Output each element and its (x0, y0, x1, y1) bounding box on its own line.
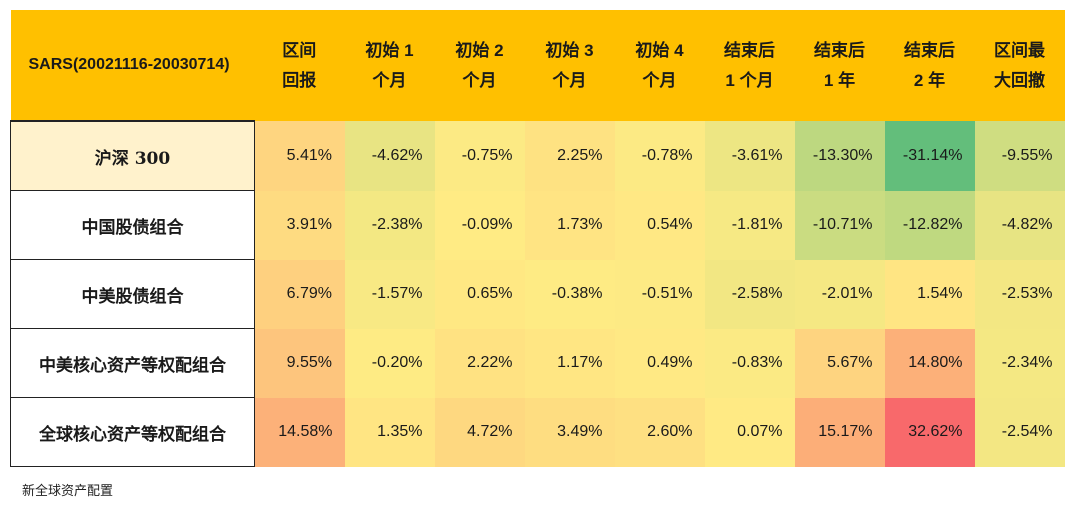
heatmap-cell: -13.30% (794, 121, 885, 191)
row-label: 中美核心资产等权配组合 (10, 328, 255, 398)
heatmap-cell: 0.65% (434, 259, 525, 329)
column-header-line: 结束后 (814, 40, 865, 60)
heatmap-cell: 14.80% (884, 328, 975, 398)
column-header-line: 结束后 (724, 40, 775, 60)
heatmap-cell: -2.54% (974, 397, 1065, 467)
heatmap-cell: 4.72% (434, 397, 525, 467)
heatmap-cell: 0.07% (704, 397, 795, 467)
heatmap-cell: -1.81% (704, 190, 795, 260)
heatmap-cell: 15.17% (794, 397, 885, 467)
heatmap-cell: -9.55% (974, 121, 1065, 191)
column-header-line: 初始 4 (635, 40, 684, 60)
heatmap-cell: -0.83% (704, 328, 795, 398)
heatmap-cell: 1.54% (884, 259, 975, 329)
heatmap-cell: 3.49% (524, 397, 615, 467)
column-header-line: 1 年 (823, 70, 856, 90)
column-header-line: 1 个月 (725, 70, 774, 90)
column-header-line: 个月 (462, 70, 497, 90)
column-header-line: 个月 (552, 70, 587, 90)
heatmap-cell: -2.53% (974, 259, 1065, 329)
heatmap-cell: 1.73% (524, 190, 615, 260)
column-header-line: 初始 1 (365, 40, 414, 60)
heatmap-body: 沪深 300 5.41% -4.62% -0.75% 2.25% -0.78% -3.61%… (10, 120, 1065, 467)
heatmap-cell: -4.82% (974, 190, 1065, 260)
heatmap-cell: -2.58% (704, 259, 795, 329)
heatmap-cell: -10.71% (794, 190, 885, 260)
column-header-line: 结束后 (904, 40, 955, 60)
heatmap-table: SARS(20021116-20030714) 区间 回报 初始 1 个月 初始 2 个月… (10, 10, 1065, 467)
heatmap-cell: 5.41% (254, 121, 345, 191)
heatmap-cell: 1.17% (524, 328, 615, 398)
column-header-line: 初始 3 (545, 40, 594, 60)
table-row: 中国股债组合 3.91% -2.38% -0.09% 1.73% 0.54% -1.81% -… (10, 190, 1065, 260)
column-header-line: 区间 (282, 40, 317, 60)
column-header: 初始 3 个月 (524, 10, 615, 121)
column-header-line: 2 年 (913, 70, 946, 90)
heatmap-cell: 6.79% (254, 259, 345, 329)
table-row: 全球核心资产等权配组合 14.58% 1.35% 4.72% 3.49% 2.60% 0.0… (10, 397, 1065, 467)
column-header-line: 初始 2 (455, 40, 504, 60)
heatmap-cell: 3.91% (254, 190, 345, 260)
heatmap-cell: 32.62% (884, 397, 975, 467)
table-row: 沪深 300 5.41% -4.62% -0.75% 2.25% -0.78% -3.61%… (10, 120, 1065, 191)
heatmap-cell: -2.01% (794, 259, 885, 329)
column-header-line: 回报 (282, 70, 317, 90)
heatmap-cell: -0.51% (614, 259, 705, 329)
heatmap-cell: 14.58% (254, 397, 345, 467)
column-header: 结束后 1 年 (794, 10, 885, 121)
row-label: 沪深 300 (10, 120, 255, 191)
column-header: 区间最 大回撤 (974, 10, 1065, 121)
heatmap-cell: 5.67% (794, 328, 885, 398)
heatmap-cell: -0.09% (434, 190, 525, 260)
heatmap-cell: -0.20% (344, 328, 435, 398)
column-header-line: 区间最 (994, 40, 1045, 60)
column-header: 初始 1 个月 (344, 10, 435, 121)
column-header: 区间 回报 (254, 10, 345, 121)
row-label: 中国股债组合 (10, 190, 255, 260)
column-header-line: 个月 (372, 70, 407, 90)
row-label: 全球核心资产等权配组合 (10, 397, 255, 467)
column-header: 初始 2 个月 (434, 10, 525, 121)
heatmap-cell: -1.57% (344, 259, 435, 329)
source-note: 新全球资产配置 (22, 483, 114, 498)
heatmap-cell: -2.34% (974, 328, 1065, 398)
heatmap-cell: -12.82% (884, 190, 975, 260)
heatmap-cell: -0.78% (614, 121, 705, 191)
heatmap-cell: -0.75% (434, 121, 525, 191)
column-header: 结束后 2 年 (884, 10, 975, 121)
heatmap-cell: 2.22% (434, 328, 525, 398)
column-header-line: 大回撤 (994, 70, 1045, 90)
heatmap-cell: 1.35% (344, 397, 435, 467)
table-row: 中美核心资产等权配组合 9.55% -0.20% 2.22% 1.17% 0.49% -0.… (10, 328, 1065, 398)
column-header: 初始 4 个月 (614, 10, 705, 121)
column-header-line: 个月 (642, 70, 677, 90)
heatmap-cell: 2.25% (524, 121, 615, 191)
heatmap-cell: -2.38% (344, 190, 435, 260)
heatmap-cell: 9.55% (254, 328, 345, 398)
heatmap-cell: 0.54% (614, 190, 705, 260)
row-label: 中美股债组合 (10, 259, 255, 329)
column-header: 结束后 1 个月 (704, 10, 795, 121)
header-row: SARS(20021116-20030714) 区间 回报 初始 1 个月 初始 2 个月… (10, 10, 1065, 121)
heatmap-cell: 0.49% (614, 328, 705, 398)
heatmap-cell: -4.62% (344, 121, 435, 191)
table-row: 中美股债组合 6.79% -1.57% 0.65% -0.38% -0.51% -2.58%… (10, 259, 1065, 329)
heatmap-cell: -0.38% (524, 259, 615, 329)
heatmap-cell: -31.14% (884, 121, 975, 191)
heatmap-cell: 2.60% (614, 397, 705, 467)
corner-label: SARS(20021116-20030714) (10, 10, 255, 121)
heatmap-cell: -3.61% (704, 121, 795, 191)
